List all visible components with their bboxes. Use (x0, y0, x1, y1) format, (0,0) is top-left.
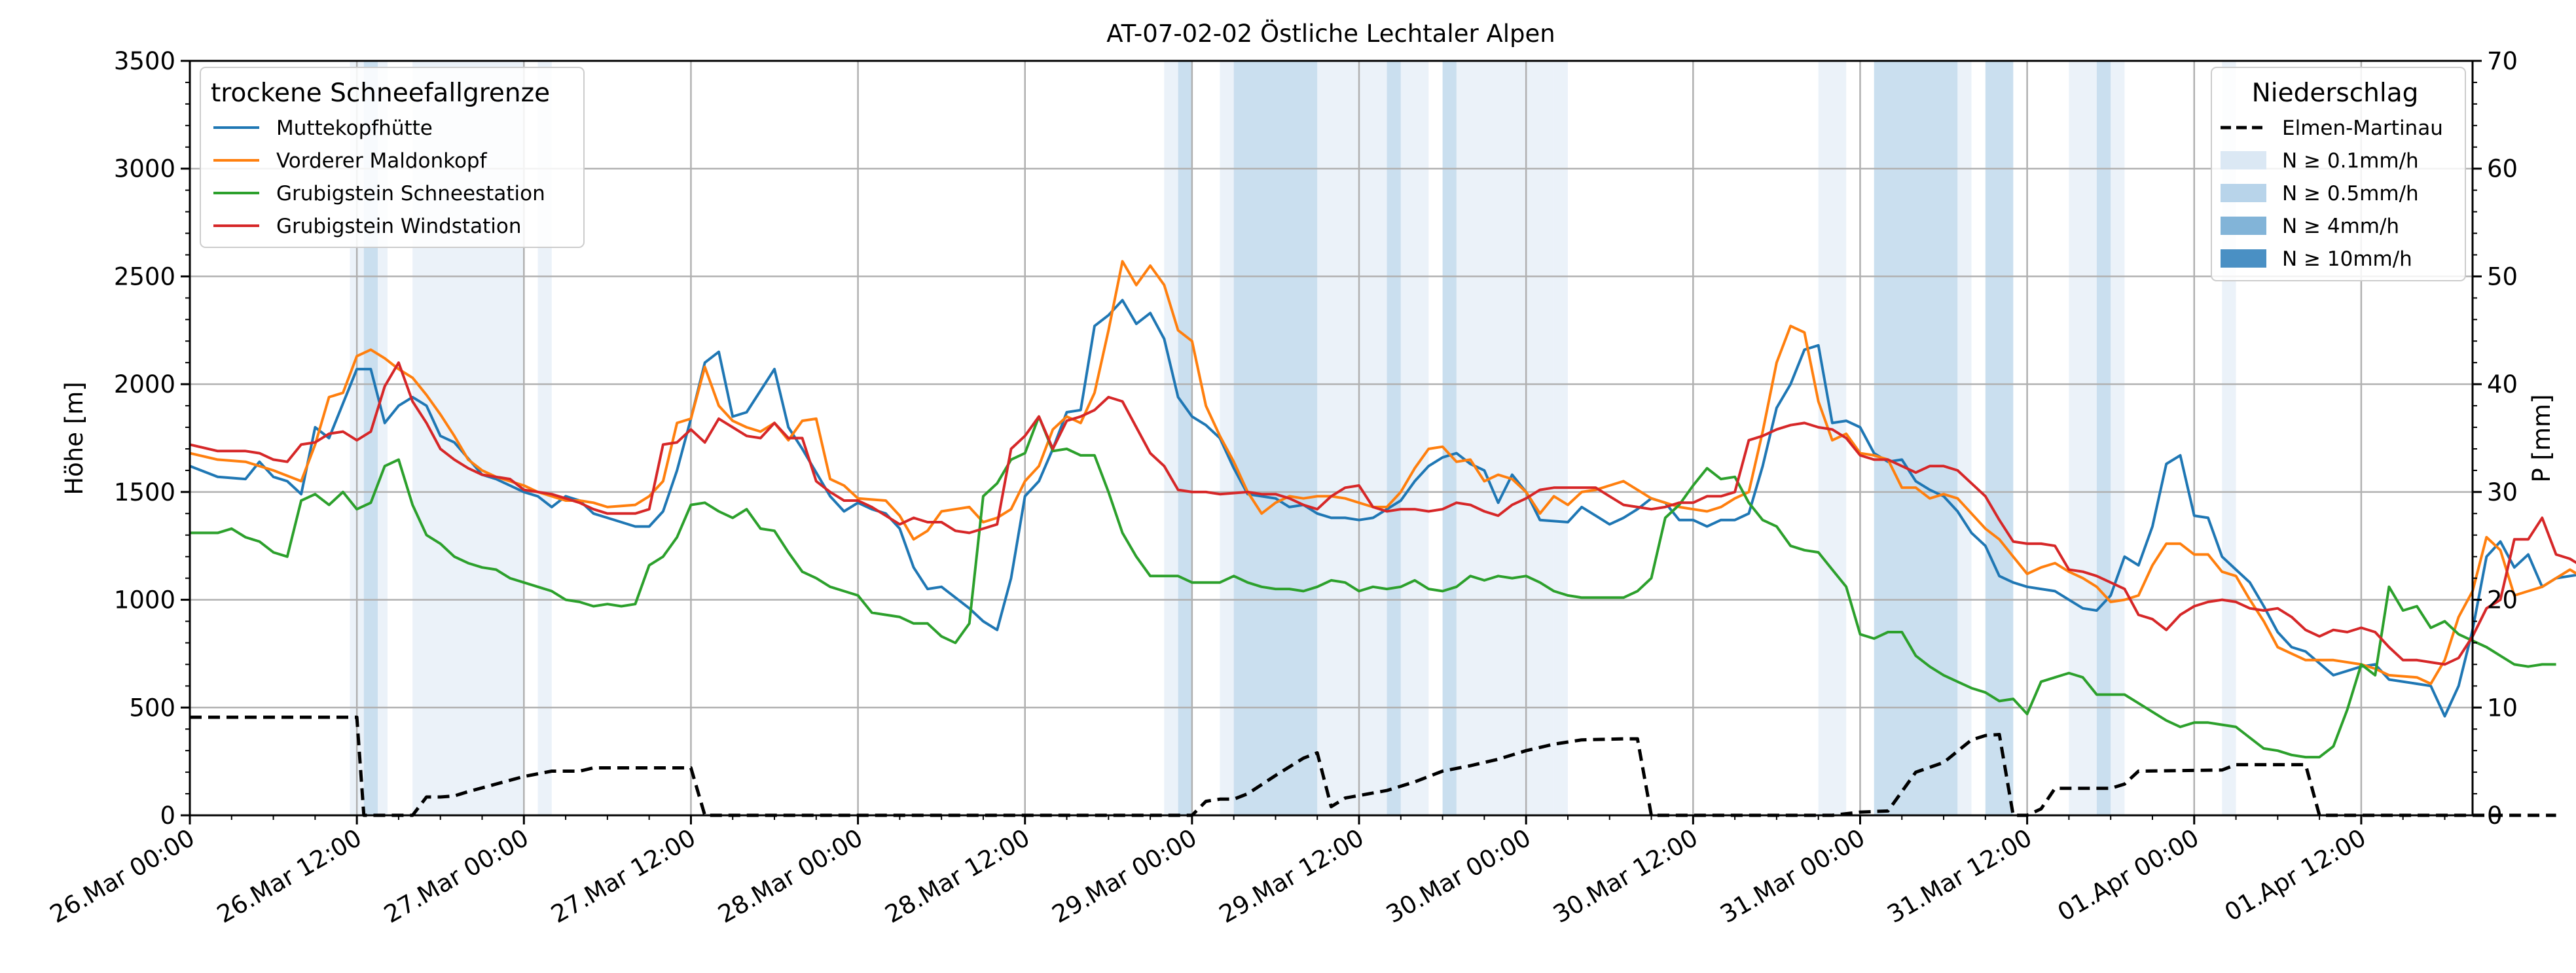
legend-swatch (2221, 249, 2266, 268)
precip-band (1317, 61, 1387, 815)
legend-label: Vorderer Maldonkopf (276, 149, 488, 173)
x-tick-label: 31.Mar 00:00 (1716, 824, 1870, 929)
legend-right: Niederschlag Elmen-Martinau N ≥ 0.1mm/h N … (2211, 67, 2466, 281)
series-line (190, 715, 2556, 817)
legend-left: trockene Schneefallgrenze Muttekopfhütte… (200, 67, 585, 248)
legend-label: N ≥ 4mm/h (2282, 215, 2399, 238)
legend-label: N ≥ 0.1mm/h (2282, 149, 2419, 173)
series-line (189, 361, 2576, 666)
precipitation-bands (350, 61, 2236, 815)
y-axis-label-right: P [mm] (2528, 394, 2556, 482)
y-tick-label: 3500 (114, 47, 175, 75)
x-tick-label: 28.Mar 12:00 (880, 824, 1034, 929)
legend-right-title: Niederschlag (2252, 79, 2419, 108)
y-axis-label: Höhe [m] (60, 381, 88, 495)
precip-band (378, 61, 388, 815)
series-lines (189, 260, 2576, 817)
plot-frame (189, 60, 2474, 817)
precip-band (1400, 61, 1429, 815)
x-tick-label: 30.Mar 12:00 (1548, 824, 1702, 929)
precip-band (1985, 61, 2014, 815)
y-right-tick-label: 30 (2487, 478, 2518, 506)
legend-left-title: trockene Schneefallgrenze (211, 79, 550, 108)
y-tick-label: 0 (160, 802, 175, 830)
x-tick-label: 29.Mar 12:00 (1214, 824, 1368, 929)
x-tick-label: 27.Mar 12:00 (546, 824, 700, 929)
precip-band (1957, 61, 1972, 815)
legend-left-box (200, 67, 585, 248)
y-tick-label: 500 (129, 694, 175, 722)
series-line (190, 415, 2556, 759)
y-tick-label: 2000 (114, 370, 175, 398)
precip-band (1874, 61, 1958, 815)
precip-band (537, 61, 552, 815)
legend-label: N ≥ 0.5mm/h (2282, 182, 2419, 205)
legend-label: N ≥ 10mm/h (2282, 247, 2412, 271)
y-tick-label: 1500 (114, 478, 175, 506)
precip-band (2069, 61, 2097, 815)
legend-left-items: Muttekopfhütte Vorderer Maldonkopf Grubigs… (213, 116, 545, 238)
legend-label: Grubigstein Schneestation (276, 182, 545, 205)
legend-right-box (2211, 67, 2466, 281)
precip-band (1442, 61, 1457, 815)
precip-band (1220, 61, 1234, 815)
legend-swatch (2221, 151, 2266, 169)
series-line (189, 298, 2576, 718)
legend-label: Grubigstein Windstation (276, 215, 521, 238)
y-right-tick-label: 0 (2487, 802, 2503, 830)
precip-band (2111, 61, 2125, 815)
x-tick-label: 26.Mar 12:00 (212, 824, 366, 929)
y-right-tick-label: 60 (2487, 155, 2518, 183)
precip-band (363, 61, 378, 815)
y-right-tick-label: 70 (2487, 47, 2518, 75)
legend-right-items: Elmen-Martinau N ≥ 0.1mm/h N ≥ 0.5mm/h N ≥ … (2221, 116, 2443, 271)
x-tick-label: 26.Mar 00:00 (45, 824, 199, 929)
y-right-tick-label: 20 (2487, 586, 2518, 614)
y-right-tick-label: 40 (2487, 370, 2518, 398)
x-tick-label: 31.Mar 12:00 (1883, 824, 2037, 929)
precip-band (1164, 61, 1178, 815)
x-tick-label: 01.Apr 00:00 (2053, 824, 2204, 927)
x-tick-label: 01.Apr 12:00 (2220, 824, 2370, 927)
y-tick-label: 3000 (114, 155, 175, 183)
precip-band (2096, 61, 2111, 815)
y-right-tick-label: 10 (2487, 694, 2518, 722)
y-right-tick-label: 50 (2487, 262, 2518, 291)
legend-label: Muttekopfhütte (276, 116, 433, 140)
legend-label: Elmen-Martinau (2282, 116, 2443, 140)
precip-band (1233, 61, 1318, 815)
precip-band (1456, 61, 1554, 815)
x-tick-label: 27.Mar 00:00 (379, 824, 533, 929)
x-tick-label: 30.Mar 00:00 (1381, 824, 1535, 929)
legend-swatch (2221, 184, 2266, 202)
precip-band (1387, 61, 1401, 815)
chart-title: AT-07-02-02 Östliche Lechtaler Alpen (1106, 20, 1555, 48)
x-tick-label: 29.Mar 00:00 (1047, 824, 1201, 929)
y-tick-label: 1000 (114, 586, 175, 614)
precip-band (1178, 61, 1192, 815)
precip-band (1553, 61, 1568, 815)
legend-swatch (2221, 217, 2266, 235)
x-tick-label: 28.Mar 00:00 (714, 824, 867, 929)
y-tick-label: 2500 (114, 262, 175, 291)
